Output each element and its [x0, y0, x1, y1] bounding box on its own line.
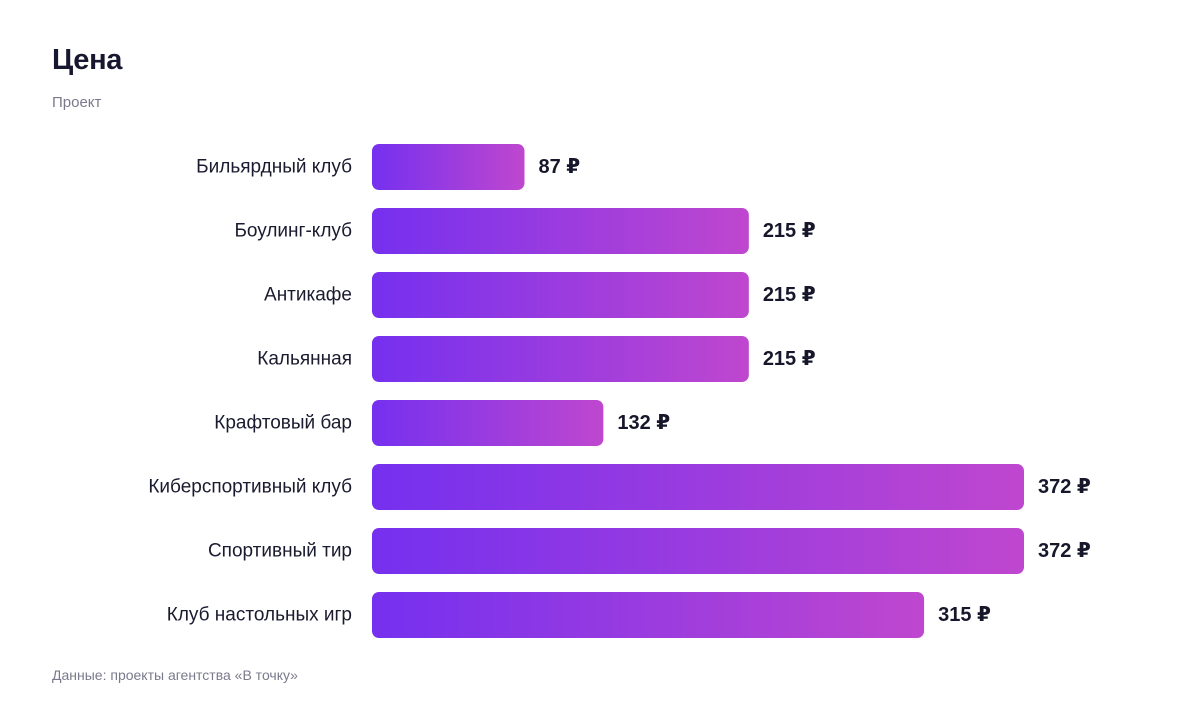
chart-subtitle: Проект — [52, 94, 102, 111]
category-label: Кальянная — [257, 349, 352, 370]
value-label: 132 ₽ — [617, 412, 670, 434]
value-label: 87 ₽ — [538, 156, 580, 178]
value-label: 315 ₽ — [938, 604, 991, 626]
bar — [372, 592, 925, 638]
bar — [372, 272, 749, 318]
value-label: 215 ₽ — [763, 284, 816, 306]
bars-group: Бильярдный клуб 87 ₽ Боулинг-клуб 215 ₽ Анти… — [148, 144, 1091, 638]
chart-title: Цена — [52, 44, 123, 76]
chart-source: Данные: проекты агентства «В точку» — [52, 667, 298, 683]
value-label: 215 ₽ — [763, 220, 816, 242]
category-label: Боулинг-клуб — [234, 221, 352, 242]
category-label: Бильярдный клуб — [196, 157, 352, 178]
bar — [372, 464, 1024, 510]
category-label: Антикафе — [264, 285, 352, 306]
value-label: 215 ₽ — [763, 348, 816, 370]
bar — [372, 144, 525, 190]
category-label: Крафтовый бар — [214, 413, 352, 434]
bar — [372, 528, 1024, 574]
bar — [372, 336, 749, 382]
value-label: 372 ₽ — [1038, 476, 1091, 498]
bar — [372, 400, 604, 446]
category-label: Киберспортивный клуб — [148, 477, 352, 498]
bar — [372, 208, 749, 254]
value-label: 372 ₽ — [1038, 540, 1091, 562]
category-label: Клуб настольных игр — [167, 605, 352, 626]
category-label: Спортивный тир — [208, 541, 352, 562]
